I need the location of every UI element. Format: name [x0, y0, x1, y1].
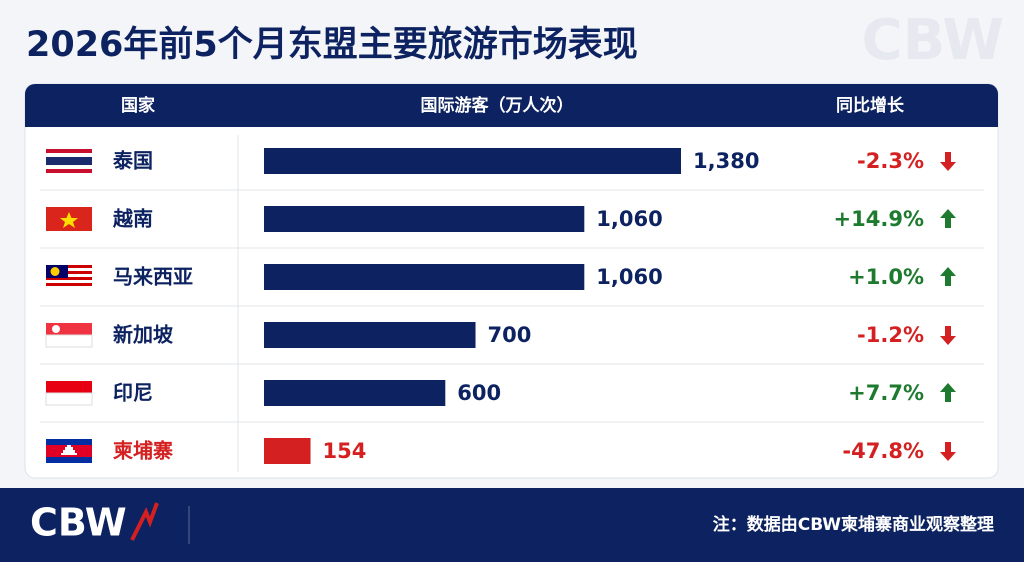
bar [264, 264, 585, 290]
flag-moon [52, 325, 60, 333]
value-label: 1,380 [693, 149, 759, 173]
flag [46, 207, 92, 231]
flag-temple [61, 445, 77, 455]
flag-top [46, 381, 92, 393]
flag-stripe [46, 165, 92, 169]
flag-stripe [46, 265, 92, 268]
change-arrow [940, 442, 956, 461]
flag-moon [50, 267, 60, 276]
flag [45, 323, 93, 348]
flag [45, 381, 93, 406]
change-label: -1.2% [857, 323, 924, 347]
value-label: 1,060 [596, 265, 662, 289]
flag-bottom [45, 334, 93, 348]
flag-stripe [46, 157, 92, 165]
flag-stripe [46, 268, 92, 271]
footer-logo: CBW [30, 501, 127, 545]
footer-bar [0, 488, 1024, 562]
flag [46, 265, 92, 289]
logo-arrow [130, 502, 159, 541]
country-label: 新加坡 [113, 323, 174, 347]
change-arrow [940, 326, 956, 345]
flag-stripe [46, 271, 92, 274]
country-label: 越南 [112, 207, 153, 231]
change-label: -2.3% [857, 149, 924, 173]
value-label: 600 [457, 381, 501, 405]
country-label: 马来西亚 [113, 265, 193, 289]
flag-star [60, 212, 78, 228]
flag-stripe [46, 169, 92, 173]
header-cell: 国家 [121, 95, 155, 116]
country-label: 柬埔寨 [113, 439, 173, 463]
country-label: 印尼 [113, 381, 153, 405]
watermark: CBW [862, 8, 1005, 73]
change-label: +7.7% [848, 381, 924, 405]
bar [264, 380, 446, 406]
flag-stripe [46, 274, 92, 277]
change-arrow [940, 383, 956, 402]
bar [264, 438, 311, 464]
flag-stripe [46, 153, 92, 157]
value-label: 1,060 [596, 207, 662, 231]
title: 2026年前5个月东盟主要旅游市场表现 [26, 25, 638, 65]
change-label: +14.9% [834, 207, 924, 231]
value-label: 700 [488, 323, 532, 347]
value-label: 154 [323, 439, 367, 463]
flag-stripe [46, 149, 92, 153]
flag [46, 439, 92, 463]
change-arrow [940, 267, 956, 286]
change-arrow [940, 152, 956, 171]
flag-bottom [45, 392, 93, 406]
flag-stripe [46, 277, 92, 280]
flag [46, 149, 92, 173]
bar [264, 322, 476, 348]
change-arrow [940, 209, 956, 228]
flag-stripe [46, 283, 92, 286]
header-cell: 国际游客（万人次） [421, 95, 574, 116]
footer-note: 注：数据由CBW柬埔寨商业观察整理 [713, 514, 994, 535]
country-label: 泰国 [112, 149, 153, 173]
table-header [25, 84, 998, 127]
change-label: +1.0% [848, 265, 924, 289]
bar [264, 148, 681, 174]
flag-stripe [46, 286, 92, 289]
flag-stripe [46, 280, 92, 283]
header-cell: 同比增长 [836, 95, 905, 116]
change-label: -47.8% [842, 439, 924, 463]
bar [264, 206, 585, 232]
